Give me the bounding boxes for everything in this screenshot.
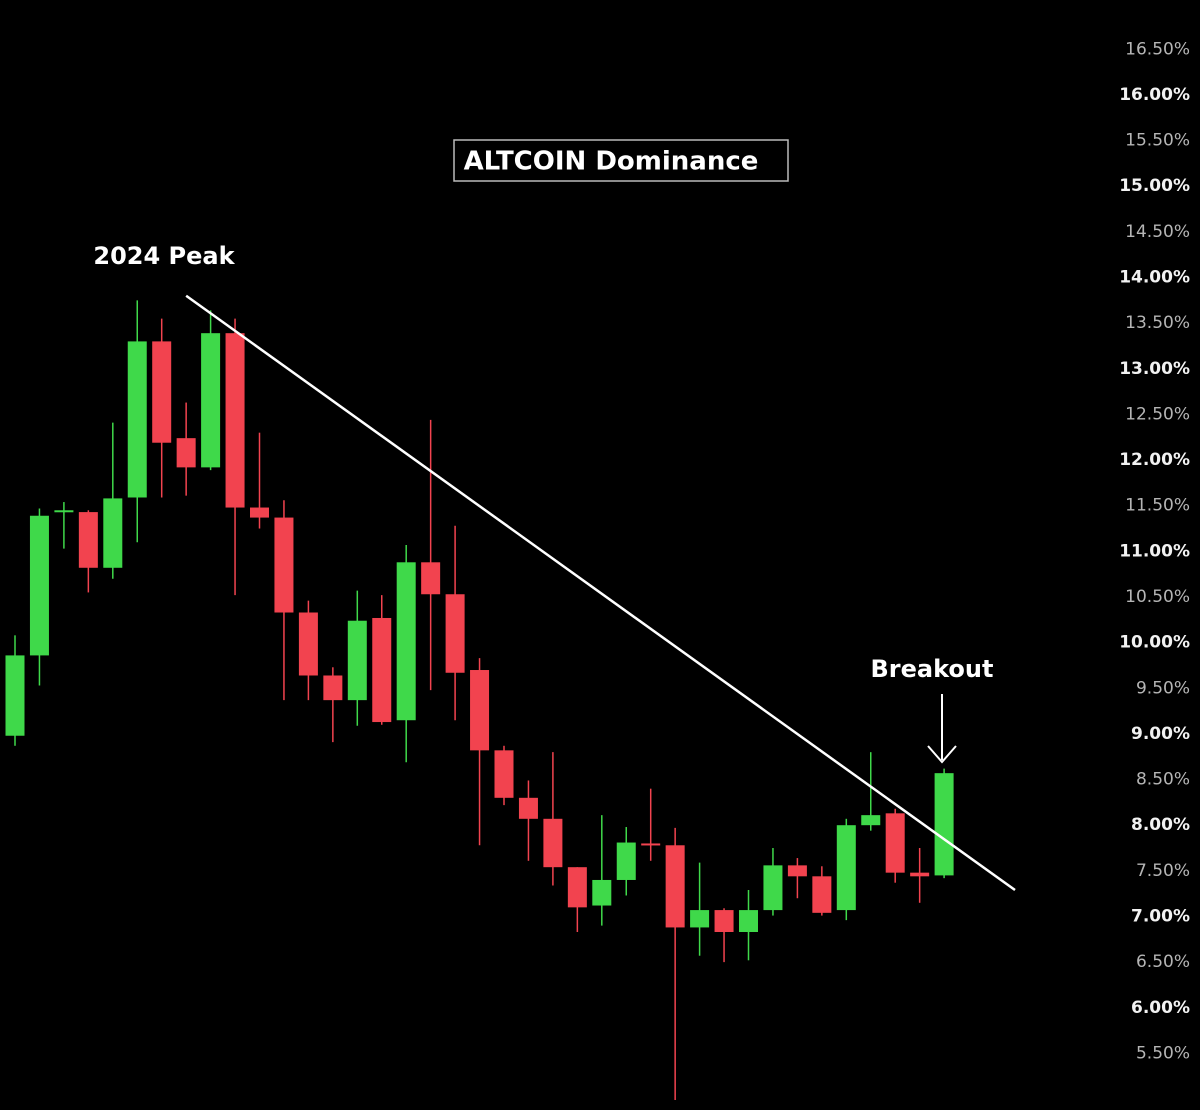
candle-body [567,867,587,908]
candle-body [641,843,661,846]
y-tick-label: 15.00% [1119,176,1190,196]
annotation: Breakout [871,655,994,683]
y-tick-label: 13.00% [1119,359,1190,379]
annotation: 2024 Peak [93,242,235,270]
title-box [453,139,789,182]
y-tick-label: 11.00% [1119,541,1190,561]
candle-body [885,813,905,873]
y-tick-label: 9.00% [1131,724,1190,744]
candle-body [861,815,881,826]
candle-body [470,670,490,751]
y-tick-label: 6.50% [1136,952,1190,972]
candle-body [910,872,930,877]
candle-body [396,562,416,721]
y-tick-label: 12.50% [1125,404,1190,424]
candle-body [934,773,954,876]
candle-body [201,333,221,468]
candle-body [176,438,196,468]
y-tick-label: 14.50% [1125,222,1190,242]
candle-body [787,865,807,877]
chart-title: ALTCOIN Dominance [464,147,759,177]
candle-body [274,517,294,613]
candle-body [445,594,465,673]
candle-body [739,910,758,932]
candle-body [127,341,147,498]
y-tick-label: 5.50% [1136,1043,1190,1063]
candle-body [5,655,25,736]
candle-body [763,865,783,911]
y-tick-label: 6.00% [1131,998,1190,1018]
y-tick-label: 9.50% [1136,678,1190,698]
y-tick-label: 13.50% [1125,313,1190,333]
y-tick-label: 8.00% [1131,815,1190,835]
trendline [185,294,1016,892]
y-tick-label: 14.00% [1119,268,1190,288]
y-tick-label: 7.00% [1131,906,1190,926]
candle-body [298,612,318,676]
candle-body [103,498,123,568]
y-tick-label: 10.00% [1119,633,1190,653]
candle-body [543,818,563,868]
candle-body [323,675,343,701]
candle-body [592,879,612,906]
y-tick-label: 16.50% [1125,39,1190,59]
y-tick-label: 10.50% [1125,587,1190,607]
candle-body [665,845,685,928]
candle-body [812,876,832,913]
candle-body [836,825,856,911]
candle-body [78,512,98,568]
candle-body [494,750,514,798]
candle-body [54,510,74,513]
candle-body [372,617,392,723]
y-tick-label: 16.00% [1119,85,1190,105]
candle-body [714,910,734,932]
y-tick-label: 11.50% [1125,496,1190,516]
y-tick-label: 7.50% [1136,861,1190,881]
candle-body [152,341,172,443]
y-tick-label: 12.00% [1119,450,1190,470]
candle-body [225,333,245,508]
candle-body [250,507,269,518]
candle-body [347,620,367,701]
candle-body [421,562,441,595]
candle-body [616,842,636,880]
candle-body [29,515,49,656]
candle-body [690,910,710,928]
y-tick-label: 15.50% [1125,131,1190,151]
arrow-head [927,745,957,764]
y-tick-label: 8.50% [1136,770,1190,790]
candle-body [518,797,538,819]
